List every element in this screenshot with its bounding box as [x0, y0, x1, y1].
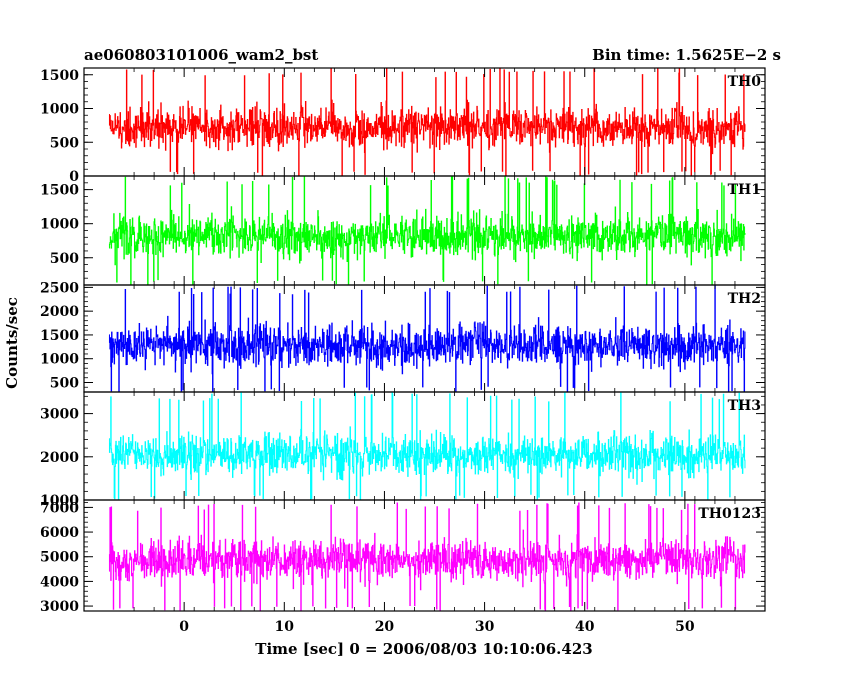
y-tick-label-th0123-6000: 6000: [40, 525, 79, 541]
y-tick-label-th2-1500: 1500: [40, 328, 79, 344]
y-axis-label: Counts/sec: [3, 297, 21, 389]
y-tick-label-th1-1500: 1500: [40, 183, 79, 199]
series-th2-line: [108, 284, 746, 393]
series-th0123-line: [108, 502, 746, 612]
series-th3-line: [108, 391, 746, 501]
x-tick-label-50: 50: [675, 619, 695, 635]
x-tick-label-0: 0: [179, 619, 189, 635]
y-tick-label-th2-1000: 1000: [40, 352, 79, 368]
y-tick-label-th0123-4000: 4000: [40, 574, 79, 590]
y-tick-label-th3-3000: 3000: [40, 407, 79, 423]
y-tick-label-th0123-7000: 7000: [40, 500, 79, 516]
y-tick-label-th0-1000: 1000: [40, 102, 79, 118]
y-tick-label-th2-2000: 2000: [40, 304, 79, 320]
series-label-th3: TH3: [728, 398, 761, 414]
y-tick-label-th2-2500: 2500: [40, 280, 79, 296]
y-tick-label-th1-500: 500: [50, 251, 79, 267]
series-label-th0: TH0: [728, 74, 762, 90]
series-label-th0123: TH0123: [698, 506, 761, 522]
chart-title: ae060803101006_wam2_bst: [84, 46, 318, 64]
series-label-th1: TH1: [728, 182, 761, 198]
series-th0-line: [108, 67, 746, 177]
x-tick-label-20: 20: [375, 619, 395, 635]
series-label-th2: TH2: [728, 291, 761, 307]
y-tick-label-th2-500: 500: [50, 375, 79, 391]
y-tick-label-th0123-3000: 3000: [40, 599, 79, 615]
bin-time-label: Bin time: 1.5625E−2 s: [592, 46, 781, 64]
series-th1-line: [108, 175, 746, 286]
x-tick-label-10: 10: [275, 619, 295, 635]
y-tick-label-th3-1000: 1000: [40, 493, 79, 509]
y-tick-label-th0-1500: 1500: [40, 68, 79, 84]
y-tick-label-th0123-5000: 5000: [40, 550, 79, 566]
x-tick-label-30: 30: [475, 619, 495, 635]
y-tick-label-th0-500: 500: [50, 135, 79, 151]
panel-th0123-frame: [83, 499, 766, 612]
x-axis-label: Time [sec] 0 = 2006/08/03 10:10:06.423: [255, 640, 592, 658]
y-tick-label-th0-0: 0: [69, 169, 79, 185]
x-tick-label-40: 40: [575, 619, 595, 635]
y-tick-label-th1-1000: 1000: [40, 217, 79, 233]
y-tick-label-th3-2000: 2000: [40, 450, 79, 466]
